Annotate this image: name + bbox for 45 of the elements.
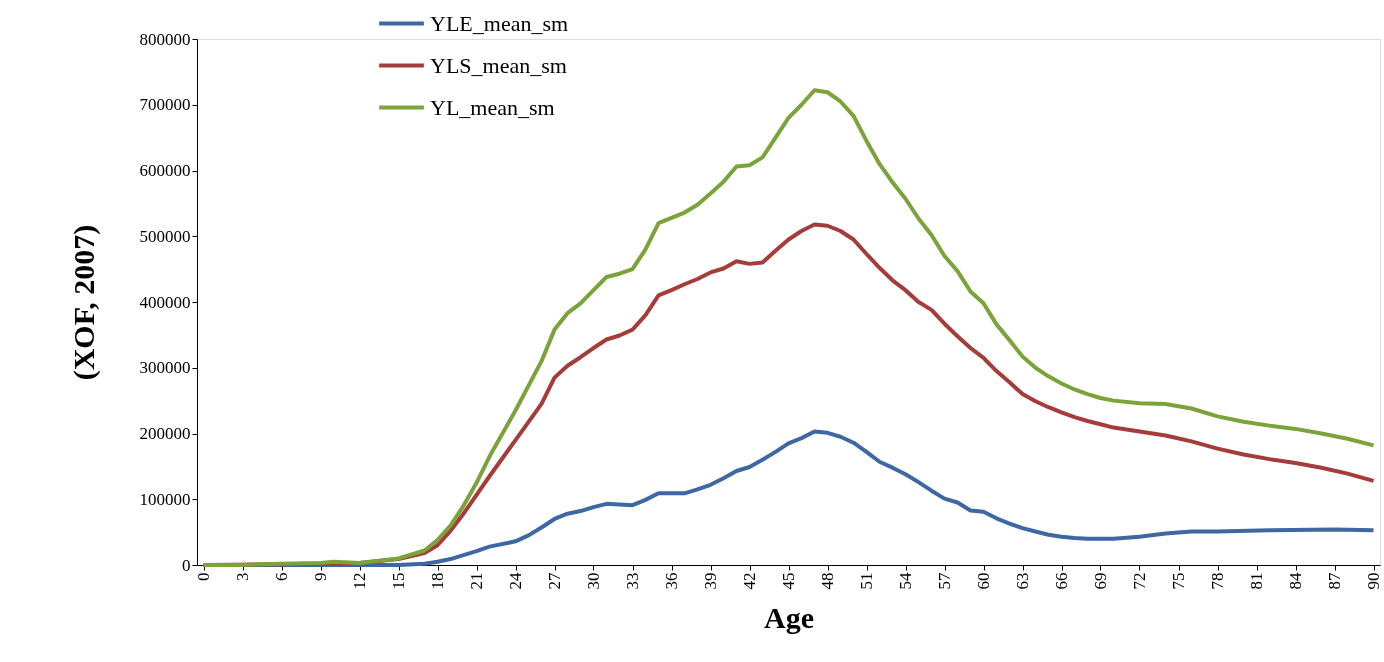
x-tick-label: 6 (272, 572, 291, 581)
x-tick-label: 21 (467, 572, 486, 590)
x-tick-label: 9 (311, 572, 330, 581)
x-tick-label: 33 (623, 572, 642, 590)
x-tick-label: 3 (233, 572, 252, 581)
x-tick-label: 51 (857, 572, 876, 590)
y-tick-label: 400000 (139, 292, 191, 312)
x-tick-label: 87 (1325, 572, 1344, 590)
legend-label: YL_mean_sm (430, 94, 555, 120)
x-tick-label: 78 (1208, 572, 1227, 590)
legend-label: YLE_mean_sm (430, 10, 569, 36)
legend-label: YLS_mean_sm (430, 52, 567, 78)
x-tick-label: 39 (701, 572, 720, 590)
x-tick-label: 69 (1091, 572, 1110, 590)
y-tick-label: 700000 (139, 95, 191, 115)
y-tick-label: 100000 (139, 489, 191, 509)
x-tick-label: 60 (974, 572, 993, 590)
x-tick-label: 72 (1130, 572, 1149, 590)
y-tick-label: 800000 (139, 29, 191, 49)
x-tick-label: 45 (779, 572, 798, 590)
x-tick-label: 75 (1169, 572, 1188, 590)
x-tick-label: 27 (545, 572, 564, 590)
x-tick-label: 24 (506, 572, 525, 590)
x-tick-label: 42 (740, 572, 759, 590)
x-tick-label: 15 (389, 572, 408, 590)
y-axis-title: (XOF, 2007) (66, 224, 101, 381)
y-tick-label: 200000 (139, 424, 191, 443)
x-tick-label: 90 (1364, 572, 1383, 590)
x-tick-label: 63 (1013, 572, 1032, 590)
y-tick-label: 300000 (139, 358, 191, 378)
y-tick-label: 500000 (139, 226, 191, 246)
line-series (201, 88, 1376, 567)
x-axis-title: Age (764, 600, 814, 634)
x-tick-label: 66 (1052, 572, 1071, 590)
x-tick-label: 84 (1286, 572, 1305, 590)
x-tick-label: 48 (818, 572, 837, 590)
x-tick-label: 18 (428, 572, 447, 590)
x-tick-label: 0 (194, 572, 213, 581)
x-tick-label: 54 (896, 572, 915, 590)
x-tick-label: 30 (584, 572, 603, 590)
x-tick-label: 36 (662, 572, 681, 590)
x-tick-label: 12 (350, 572, 369, 590)
x-tick-label: 81 (1247, 572, 1266, 590)
y-tick-label: 600000 (139, 161, 191, 180)
x-tick-label: 57 (935, 572, 954, 590)
